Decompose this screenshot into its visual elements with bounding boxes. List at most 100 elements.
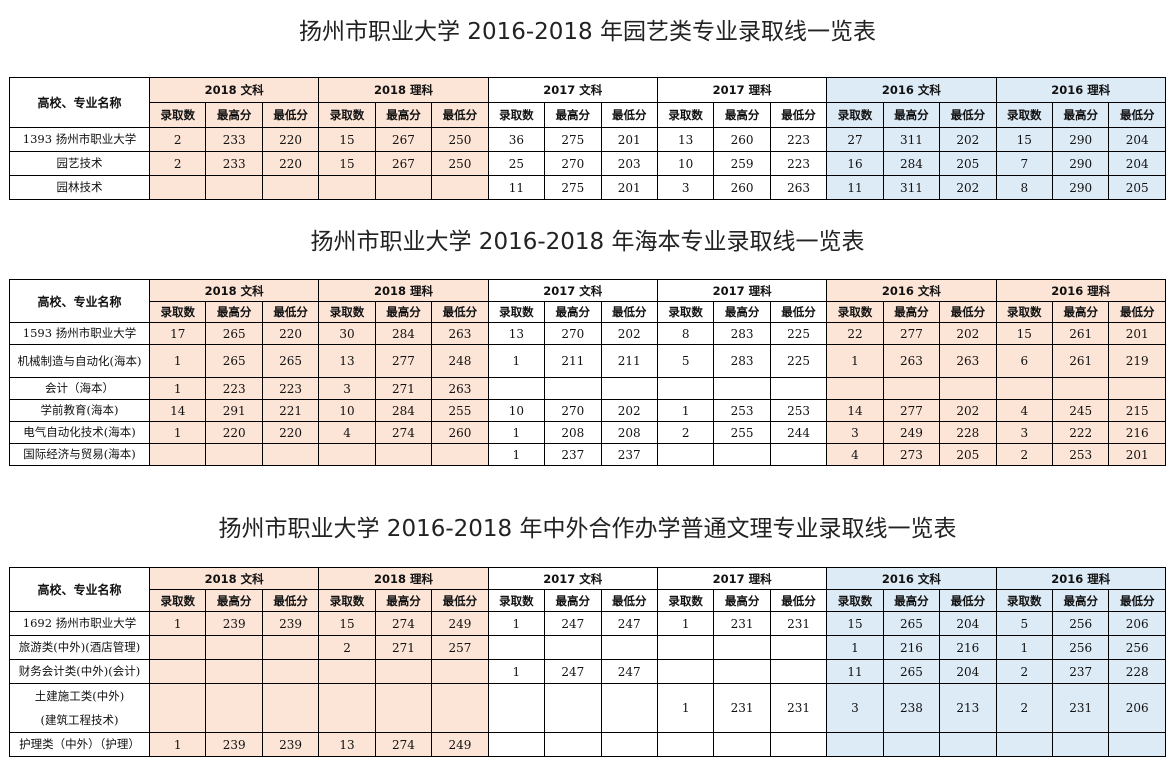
group-header: 2018 理科 [318,567,489,590]
score-cell: 201 [600,175,658,200]
sub-header: 最高分 [1051,102,1110,128]
score-cell [600,377,658,400]
score-cell: 265 [205,344,263,378]
table-row: 护理类（中外）（护理） 1 239 239 13 274 249 [9,732,1166,757]
score-cell: 223 [261,377,320,400]
score-cell: 14 [826,399,884,422]
score-cell: 247 [544,659,602,684]
header-row-groups: 高校、专业名称 2018 文科 2018 理科 2017 文科 2017 理科 2016 … [9,279,1167,323]
score-cell: 263 [882,344,941,378]
score-cell: 274 [374,732,433,757]
score-cell: 291 [205,399,263,422]
score-cell: 220 [261,127,320,152]
score-cell: 228 [1108,659,1166,684]
score-cell [882,732,941,757]
score-cell: 211 [544,344,602,378]
score-cell: 11 [826,659,884,684]
score-cell [431,443,489,466]
score-cell: 259 [713,151,771,176]
score-cell: 265 [205,322,263,345]
score-cell: 1 [148,377,207,400]
score-cell: 211 [600,344,658,378]
table-row: 园艺技术 2 233 220 15 267 250 25 270 203 10 259 223 16 284… [9,151,1166,176]
sub-header: 最低分 [939,102,997,128]
score-cell [544,377,602,400]
score-cell: 205 [1108,175,1166,200]
score-cell: 250 [431,151,489,176]
score-cell: 1 [487,443,546,466]
score-cell: 4 [826,443,884,466]
score-cell: 1 [148,732,207,757]
score-cell: 7 [995,151,1054,176]
score-cell: 256 [1108,635,1166,660]
score-cell: 13 [318,732,376,757]
score-cell: 219 [1108,344,1166,378]
score-cell: 267 [374,151,433,176]
sub-header: 录取数 [487,589,546,612]
score-cell [769,732,828,757]
score-cell [261,659,320,684]
sub-header: 录取数 [826,102,884,128]
row-name: 1692 扬州市职业大学 [9,611,150,636]
score-cell [1051,732,1110,757]
score-cell: 201 [1108,322,1166,345]
score-cell [713,732,771,757]
name-column-header: 高校、专业名称 [9,279,150,323]
sub-header: 录取数 [318,102,376,128]
score-table-3: 高校、专业名称 2018 文科 2018 理科 2017 文科 2017 理科 2016 … [9,567,1167,757]
sub-header: 最高分 [713,102,771,128]
sub-header: 录取数 [148,589,207,612]
group-header: 2018 文科 [148,567,320,590]
score-cell: 270 [544,322,602,345]
score-cell [318,443,376,466]
row-name: 园林技术 [9,175,150,200]
score-cell: 225 [769,322,828,345]
score-cell: 277 [374,344,433,378]
score-cell: 277 [882,322,941,345]
sub-header: 最高分 [374,102,433,128]
sub-header: 最低分 [769,102,828,128]
score-cell [544,683,602,733]
score-cell: 204 [939,659,997,684]
score-cell [544,635,602,660]
score-cell: 231 [713,683,771,733]
score-cell: 213 [939,683,997,733]
score-cell: 11 [826,175,884,200]
score-cell: 22 [826,322,884,345]
sub-header: 最低分 [769,301,828,323]
row-name: 学前教育(海本) [9,399,150,422]
sub-header: 最高分 [713,301,771,323]
score-cell: 261 [1051,322,1110,345]
score-cell: 249 [431,611,489,636]
sub-header: 录取数 [487,102,546,128]
score-cell: 233 [205,127,263,152]
score-cell: 13 [656,127,715,152]
score-cell [1108,377,1166,400]
score-cell: 2 [148,151,207,176]
score-cell: 223 [769,151,828,176]
score-cell [769,659,828,684]
score-cell: 14 [148,399,207,422]
sub-header: 最高分 [205,301,263,323]
score-cell: 245 [1051,399,1110,422]
score-cell [205,683,263,733]
score-cell: 1 [487,659,546,684]
score-cell [1108,732,1166,757]
sub-header: 最低分 [431,301,489,323]
score-cell: 3 [826,683,884,733]
score-cell: 6 [995,344,1054,378]
table-row: 电气自动化技术(海本) 1 220 220 4 274 260 1 208 208 2 255 244 3… [9,421,1166,444]
score-cell [374,659,433,684]
sub-header: 最高分 [374,589,433,612]
row-name: 旅游类(中外)(酒店管理) [9,635,150,660]
score-cell: 273 [882,443,941,466]
score-cell: 216 [882,635,941,660]
sub-header: 最高分 [544,589,602,612]
score-cell: 231 [769,611,828,636]
score-cell [318,175,376,200]
score-cell: 223 [205,377,263,400]
table-row: 土建施工类(中外) (建筑工程技术) 1 231 231 3 238 213 2 231 206 [9,683,1166,733]
group-header: 2018 文科 [148,77,320,103]
score-cell: 1 [656,399,715,422]
score-cell [713,635,771,660]
